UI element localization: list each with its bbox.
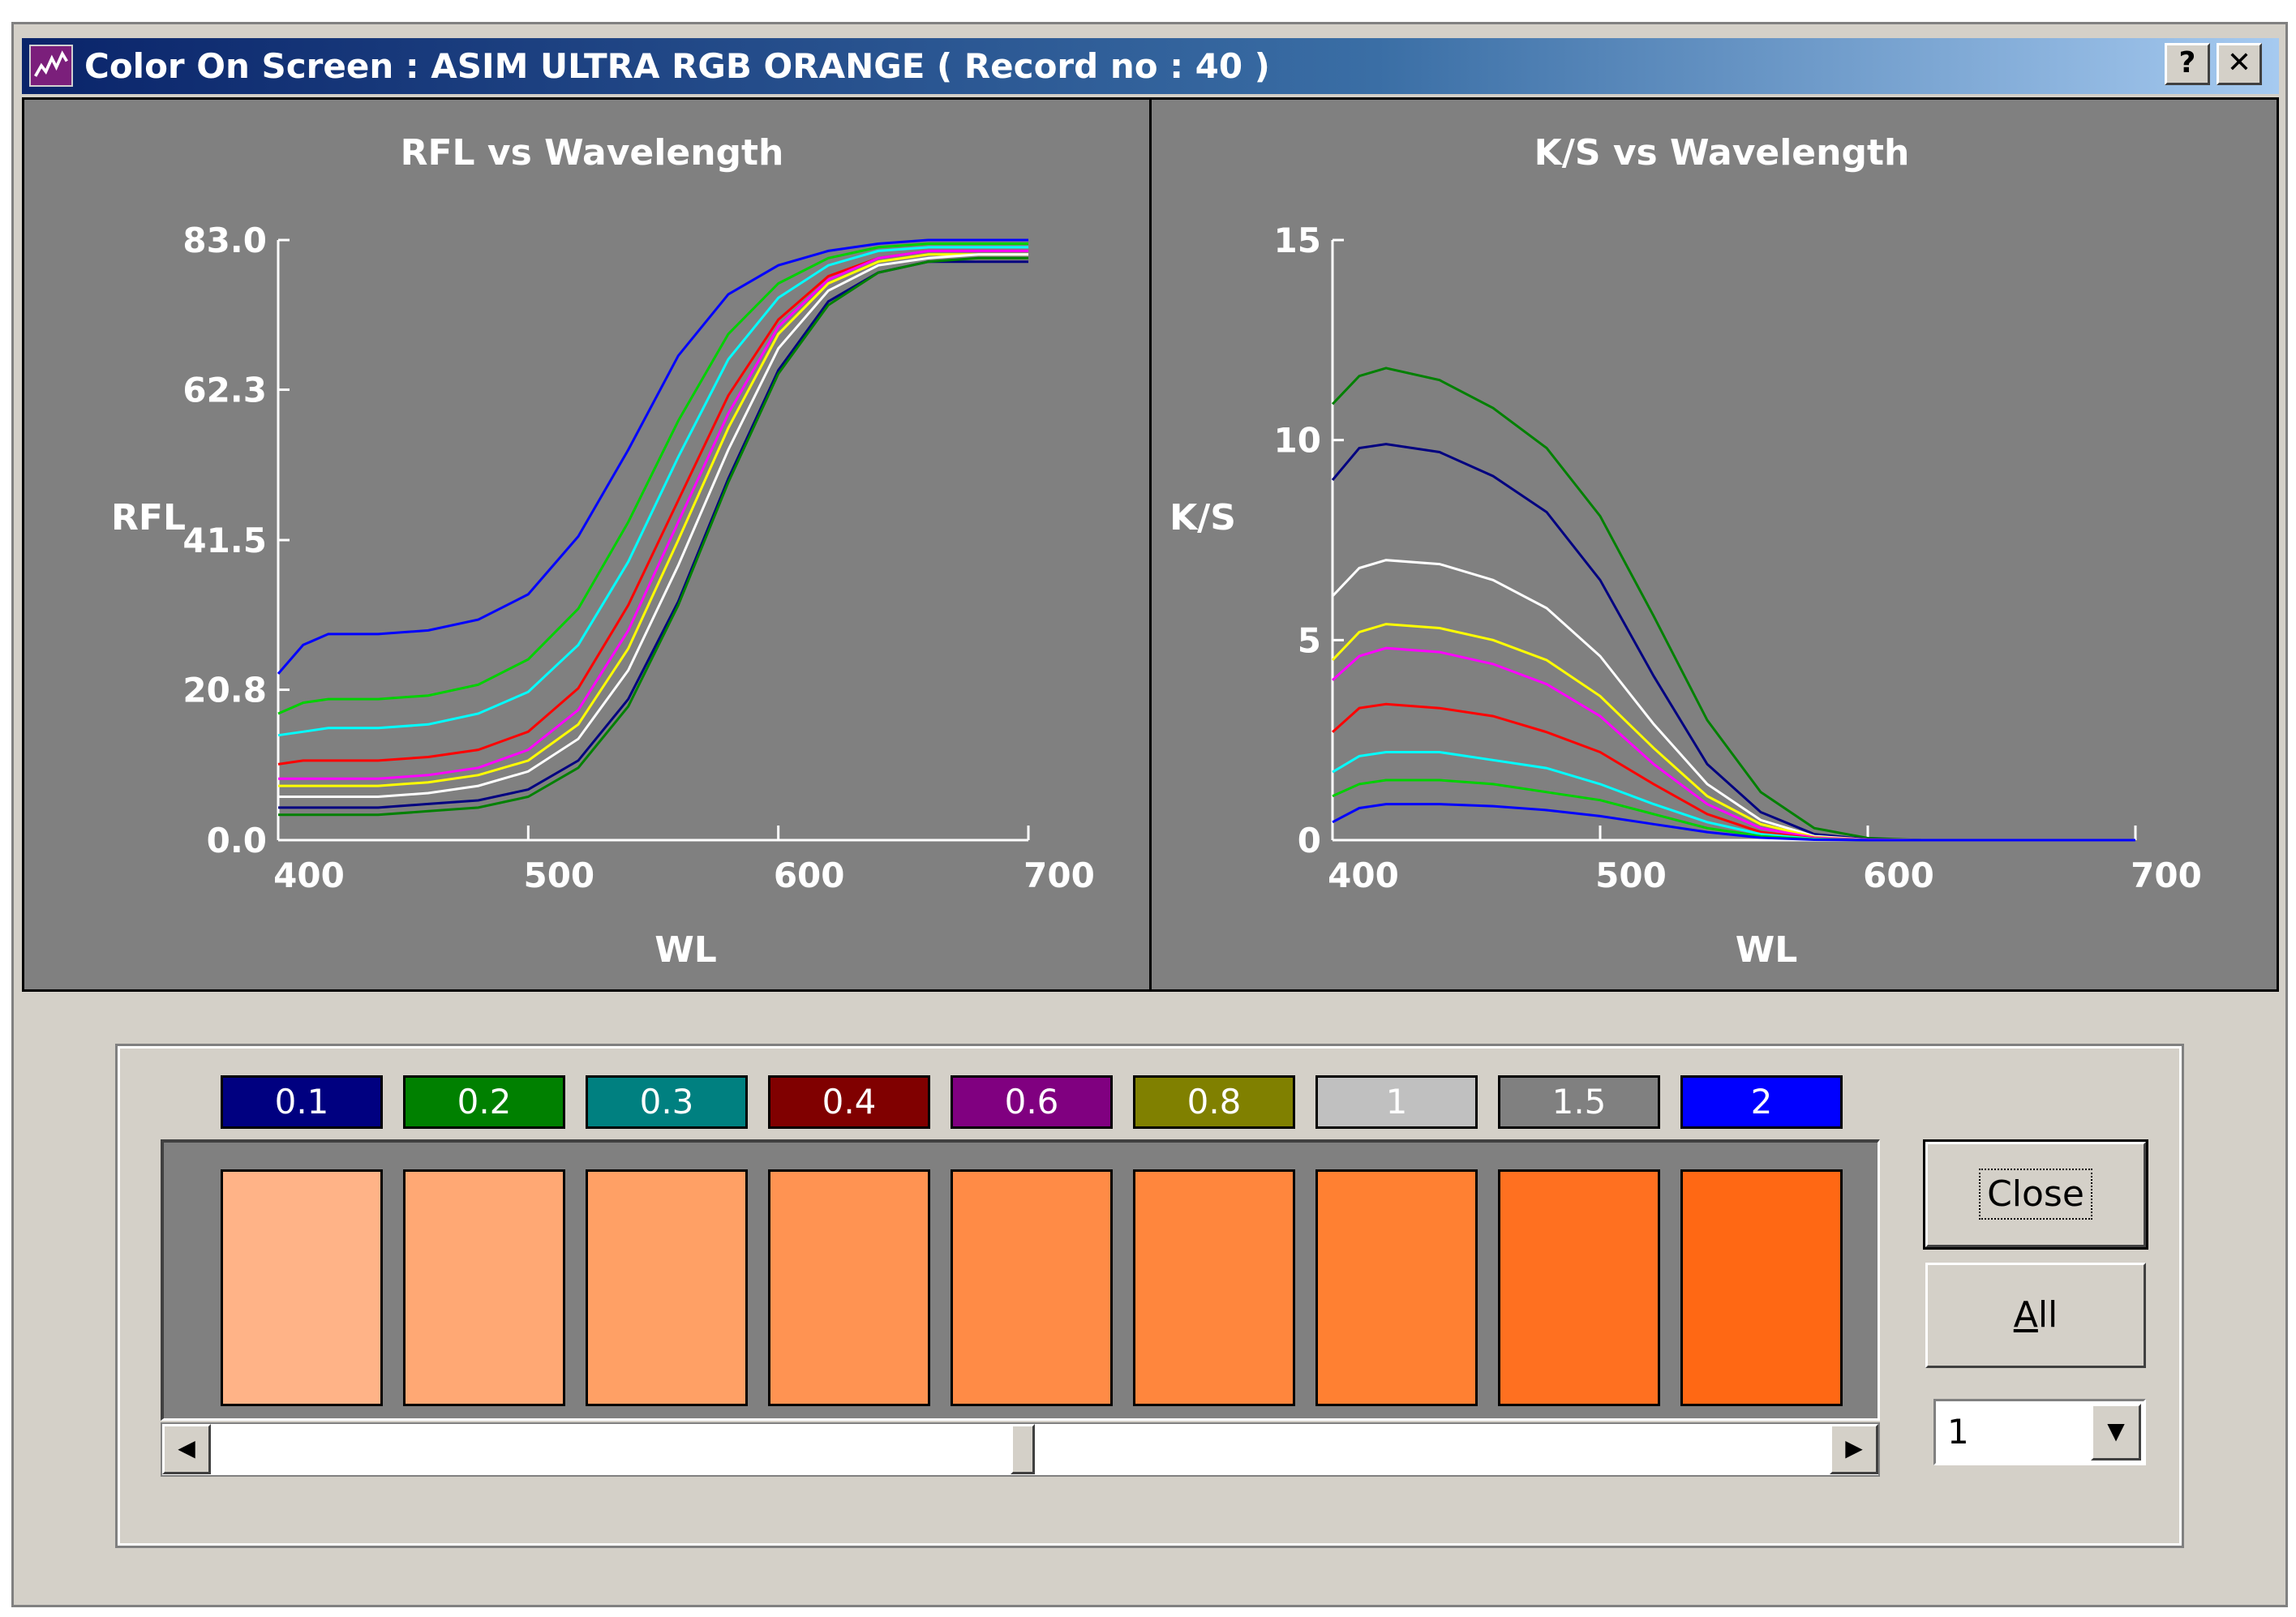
- concentration-label: 2: [1680, 1075, 1843, 1129]
- rfl-series-line-3: [277, 246, 1028, 737]
- ks-series-line-4: [1331, 623, 2135, 842]
- rfl-series-line-8: [278, 260, 1028, 809]
- ks-series-line-9: [1332, 803, 2135, 842]
- concentration-label: 0.2: [403, 1075, 565, 1129]
- color-group-box: [115, 1044, 2184, 1548]
- rfl-y-tick-label: 62.3: [182, 371, 267, 410]
- concentration-label: 1: [1315, 1075, 1478, 1129]
- ks-series-line-7: [1332, 751, 2135, 842]
- ks-x-tick-label: 400: [1328, 856, 1399, 895]
- concentration-label: 0.4: [768, 1075, 930, 1129]
- color-swatch: [1680, 1169, 1843, 1406]
- color-swatch: [1315, 1169, 1478, 1406]
- dropdown-arrow-icon[interactable]: ▼: [2091, 1404, 2141, 1460]
- rfl-series-line-2: [277, 242, 1028, 715]
- all-button[interactable]: All: [1925, 1263, 2146, 1368]
- window-title: Color On Screen : ASIM ULTRA RGB ORANGE …: [84, 46, 1270, 86]
- all-rest: ll: [2037, 1294, 2058, 1336]
- close-window-button[interactable]: ✕: [2217, 43, 2262, 85]
- rfl-series-line-6: [278, 253, 1028, 787]
- scroll-right-arrow-icon[interactable]: ▶: [1830, 1424, 1878, 1474]
- concentration-label: 0.3: [586, 1075, 748, 1129]
- rfl-y-tick-label: 83.0: [182, 221, 267, 260]
- ks-y-tick-label: 0: [1298, 821, 1321, 860]
- chart-app-icon: [29, 45, 73, 87]
- ks-y-tick-label: 15: [1274, 221, 1321, 260]
- ks-series-line-6: [1331, 702, 2135, 842]
- rfl-y-tick-label: 20.8: [182, 671, 267, 710]
- color-swatch: [221, 1169, 383, 1406]
- close-button-label: Close: [1979, 1169, 2092, 1220]
- rfl-series-line-9: [278, 256, 1028, 817]
- rfl-x-tick-label: 600: [774, 856, 845, 895]
- ks-x-tick-label: 500: [1595, 856, 1667, 895]
- ks-chart: K/S vs Wavelength 0 5 10 15 400 500 600 700 WL K/S: [1169, 132, 2202, 971]
- rfl-series-line-7: [278, 253, 1028, 798]
- ks-chart-panel: K/S vs Wavelength 0 5 10 15 400 500 600 700 WL K/S: [1149, 97, 2279, 992]
- concentration-label: 0.6: [951, 1075, 1113, 1129]
- ks-series-line-1: [1331, 367, 2135, 842]
- color-swatch: [768, 1169, 930, 1406]
- rfl-y-axis-label: RFL: [111, 497, 186, 538]
- rfl-x-tick-label: 700: [1024, 856, 1095, 895]
- ks-chart-title: K/S vs Wavelength: [1534, 132, 1910, 174]
- rfl-x-tick-label: 500: [523, 856, 594, 895]
- color-swatch: [1133, 1169, 1295, 1406]
- color-swatch: [403, 1169, 565, 1406]
- close-button[interactable]: Close: [1923, 1139, 2148, 1250]
- concentration-label: 0.8: [1133, 1075, 1295, 1129]
- rfl-y-tick-label: 41.5: [182, 521, 267, 560]
- color-swatch: [951, 1169, 1113, 1406]
- ks-y-tick-label: 10: [1274, 421, 1321, 461]
- ks-x-tick-label: 700: [2131, 856, 2202, 895]
- all-mnemonic: A: [2013, 1294, 2038, 1336]
- ks-x-tick-label: 600: [1863, 856, 1934, 895]
- rfl-x-tick-label: 400: [273, 856, 345, 895]
- rfl-chart-panel: RFL vs Wavelength 0.0 20.8 41.5 62.3 83.0 400 5…: [22, 97, 1152, 992]
- scroll-thumb[interactable]: [1011, 1424, 1035, 1474]
- rfl-series-line-1: [277, 238, 1028, 675]
- title-bar[interactable]: [22, 38, 2279, 94]
- help-button[interactable]: ?: [2165, 43, 2210, 85]
- rfl-series-line-5: [278, 249, 1028, 780]
- color-swatch: [586, 1169, 748, 1406]
- ks-y-tick-label: 5: [1298, 620, 1321, 660]
- ks-x-axis-label: WL: [1736, 929, 1798, 971]
- color-swatch: [1498, 1169, 1660, 1406]
- rfl-x-axis-label: WL: [654, 929, 717, 971]
- concentration-label: 1.5: [1498, 1075, 1660, 1129]
- rfl-chart-title: RFL vs Wavelength: [401, 132, 784, 174]
- scroll-left-arrow-icon[interactable]: ◀: [162, 1424, 211, 1474]
- rfl-y-tick-label: 0.0: [207, 821, 267, 860]
- concentration-label: 0.1: [221, 1075, 383, 1129]
- rfl-chart: RFL vs Wavelength 0.0 20.8 41.5 62.3 83.0 400 5…: [111, 132, 1095, 971]
- ks-series-line-3: [1331, 559, 2135, 842]
- ks-y-axis-label: K/S: [1169, 497, 1236, 538]
